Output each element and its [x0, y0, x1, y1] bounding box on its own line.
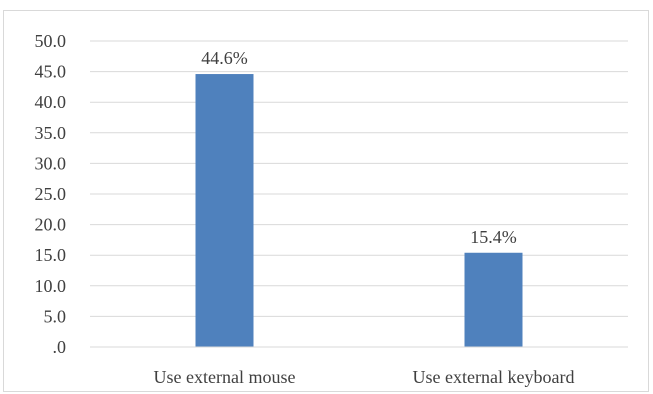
y-tick-label: 5.0	[44, 306, 67, 326]
y-tick-label: .0	[53, 337, 67, 357]
y-tick-label: 45.0	[35, 62, 67, 82]
y-axis-tick-labels: .0 5.0 10.0 15.0 20.0 25.0 30.0 35.0 40.0 45.0 50.…	[35, 31, 67, 357]
y-tick-label: 25.0	[35, 184, 67, 204]
y-tick-label: 15.0	[35, 245, 67, 265]
chart-frame	[3, 10, 649, 392]
y-tick-label: 30.0	[35, 153, 67, 173]
x-axis-category-labels: Use external mouse Use external keyboard	[154, 367, 575, 387]
y-tick-label: 50.0	[35, 31, 67, 51]
bar-data-label: 44.6%	[201, 48, 248, 68]
gridlines	[90, 40, 628, 317]
bars	[195, 74, 523, 347]
bar	[464, 252, 523, 347]
y-tick-label: 10.0	[35, 276, 67, 296]
y-tick-label: 20.0	[35, 215, 67, 235]
x-category-label: Use external keyboard	[413, 367, 575, 387]
bar	[195, 74, 254, 347]
y-tick-label: 35.0	[35, 123, 67, 143]
bar-data-label: 15.4%	[470, 227, 517, 247]
y-tick-label: 40.0	[35, 92, 67, 112]
data-labels: 44.6% 15.4%	[201, 48, 517, 247]
x-category-label: Use external mouse	[154, 367, 296, 387]
